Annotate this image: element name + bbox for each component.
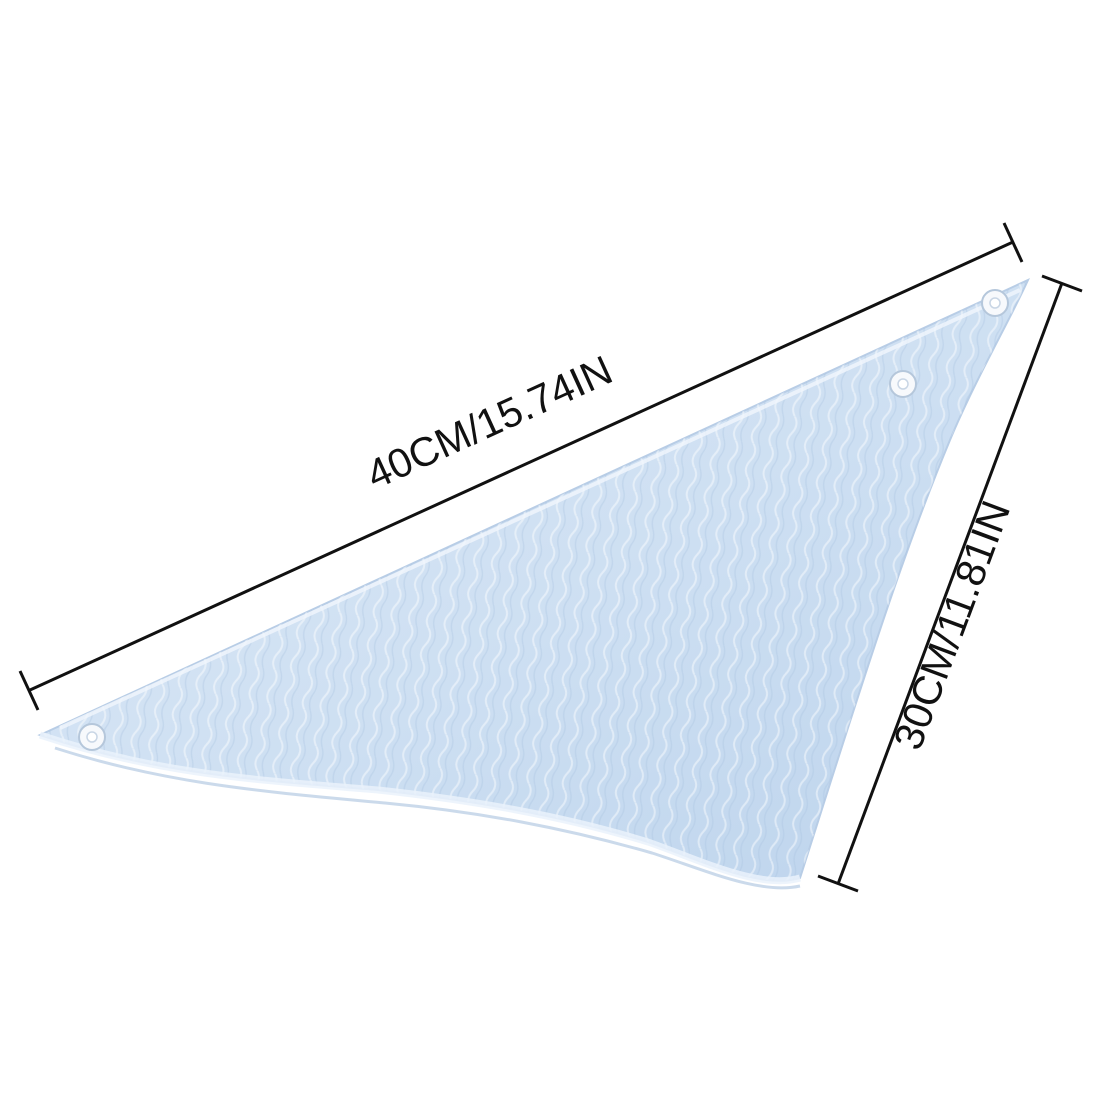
snap-button-top <box>981 289 1009 317</box>
width-label: 40CM/15.74IN <box>359 347 619 498</box>
bib-fabric <box>37 277 1031 890</box>
snap-buttons <box>78 289 1009 751</box>
snap-button-middle <box>889 370 917 398</box>
snap-button-left <box>78 723 106 751</box>
